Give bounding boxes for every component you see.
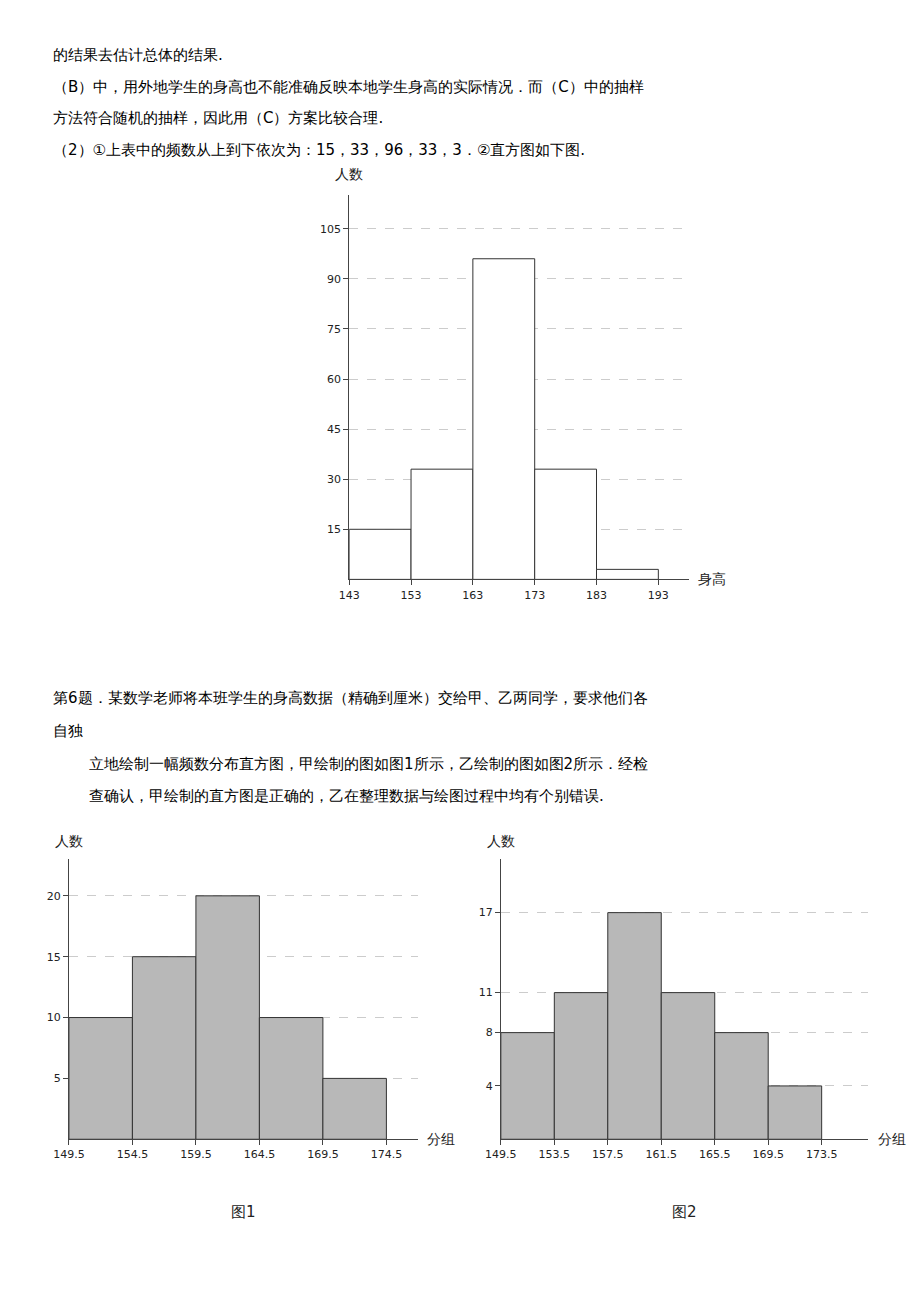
svg-text:143: 143 <box>339 589 360 602</box>
svg-text:149.5: 149.5 <box>53 1148 85 1161</box>
svg-text:163: 163 <box>462 589 483 602</box>
svg-text:人数: 人数 <box>335 166 363 182</box>
svg-text:人数: 人数 <box>55 833 83 849</box>
svg-text:（2）①上表中的频数从上到下依次为：15，33，96，33，: （2）①上表中的频数从上到下依次为：15，33，96，33，3．②直方图如下图. <box>53 141 585 159</box>
svg-text:159.5: 159.5 <box>180 1148 212 1161</box>
svg-text:157.5: 157.5 <box>592 1148 624 1161</box>
svg-text:自独: 自独 <box>53 722 83 740</box>
svg-text:90: 90 <box>327 273 341 286</box>
svg-text:4: 4 <box>486 1080 493 1093</box>
svg-text:的结果去估计总体的结果.: 的结果去估计总体的结果. <box>53 46 223 64</box>
svg-text:方法符合随机的抽样，因此用（C）方案比较合理.: 方法符合随机的抽样，因此用（C）方案比较合理. <box>53 109 383 127</box>
svg-text:图2: 图2 <box>672 1203 697 1221</box>
svg-text:身高: 身高 <box>698 571 726 587</box>
svg-text:154.5: 154.5 <box>117 1148 149 1161</box>
svg-text:45: 45 <box>327 423 341 436</box>
svg-text:165.5: 165.5 <box>699 1148 731 1161</box>
svg-text:20: 20 <box>47 890 61 903</box>
svg-text:分组: 分组 <box>427 1131 455 1147</box>
svg-text:169.5: 169.5 <box>752 1148 784 1161</box>
svg-text:169.5: 169.5 <box>307 1148 339 1161</box>
svg-text:173: 173 <box>524 589 545 602</box>
svg-text:153.5: 153.5 <box>539 1148 571 1161</box>
svg-text:30: 30 <box>327 473 341 486</box>
svg-text:（B）中，用外地学生的身高也不能准确反映本地学生身高的实际情: （B）中，用外地学生的身高也不能准确反映本地学生身高的实际情况．而（C）中的抽样 <box>53 78 644 96</box>
svg-text:人数: 人数 <box>487 833 515 849</box>
svg-text:5: 5 <box>54 1072 61 1085</box>
svg-text:173.5: 173.5 <box>806 1148 838 1161</box>
svg-text:17: 17 <box>479 906 493 919</box>
svg-text:183: 183 <box>586 589 607 602</box>
svg-text:分组: 分组 <box>878 1131 906 1147</box>
svg-text:查确认，甲绘制的直方图是正确的，乙在整理数据与绘图过程中均有: 查确认，甲绘制的直方图是正确的，乙在整理数据与绘图过程中均有个别错误. <box>89 787 604 805</box>
svg-text:161.5: 161.5 <box>646 1148 678 1161</box>
svg-text:105: 105 <box>320 223 341 236</box>
svg-text:第6题．某数学老师将本班学生的身高数据（精确到厘米）交给甲、: 第6题．某数学老师将本班学生的身高数据（精确到厘米）交给甲、乙两同学，要求他们各 <box>53 689 648 707</box>
svg-text:图1: 图1 <box>231 1203 256 1221</box>
svg-text:149.5: 149.5 <box>485 1148 516 1161</box>
svg-text:153: 153 <box>401 589 422 602</box>
svg-text:193: 193 <box>648 589 669 602</box>
svg-text:15: 15 <box>47 951 61 964</box>
svg-text:174.5: 174.5 <box>371 1148 403 1161</box>
svg-text:60: 60 <box>327 373 341 386</box>
svg-text:164.5: 164.5 <box>244 1148 276 1161</box>
svg-text:立地绘制一幅频数分布直方图，甲绘制的图如图1所示，乙绘制的图: 立地绘制一幅频数分布直方图，甲绘制的图如图1所示，乙绘制的图如图2所示．经检 <box>89 755 648 773</box>
svg-text:10: 10 <box>47 1011 61 1024</box>
svg-text:75: 75 <box>327 323 341 336</box>
svg-text:15: 15 <box>327 523 341 536</box>
svg-text:8: 8 <box>486 1026 493 1039</box>
svg-text:11: 11 <box>479 986 493 999</box>
